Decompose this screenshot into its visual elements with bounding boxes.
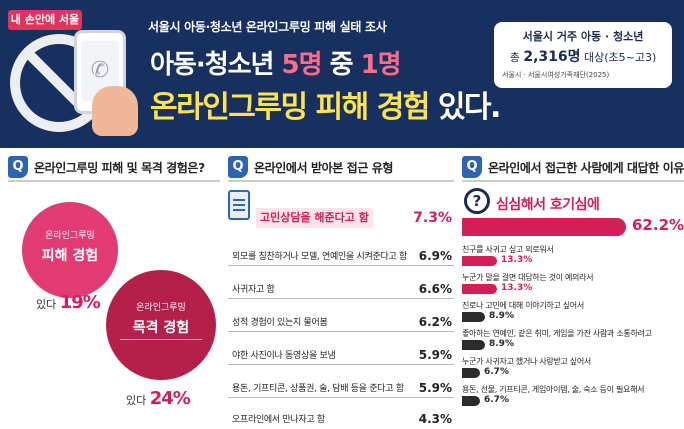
question-icon: Q: [228, 156, 248, 178]
section-divider: [8, 180, 220, 182]
victim-value: 19%: [59, 292, 101, 313]
reason-label: 진로나 고민에 대해 이야기하고 싶어서: [462, 301, 584, 310]
witness-percentage: 있다 24%: [126, 388, 191, 409]
question-icon: Q: [462, 156, 482, 178]
reason-row: 용돈, 선물, 기프티콘, 게임아이템, 술, 숙소 등이 필요해서 6.7%: [462, 384, 684, 410]
headline-prefix: 아동·청소년: [150, 50, 274, 80]
approach-label: 용돈, 기프티콘, 상품권, 술, 담배 등을 준다고 함: [232, 384, 404, 394]
witness-value: 24%: [149, 388, 191, 409]
approach-label: 야한 사진이나 동영상을 보냄: [232, 351, 336, 361]
section-title: 온라인에서 접근한 사람에게 대답한 이유: [488, 161, 684, 175]
reason-row: 친구를 사귀고 싶고 외로워서 13.3%: [462, 244, 684, 270]
approach-row: 성적 경험이 있는지 물어봄 6.2%: [228, 310, 454, 332]
reason-label: 좋아하는 연예인, 같은 취미, 게임을 가진 사람과 소통하려고: [462, 329, 652, 338]
approach-label: 오프라인에서 만나자고 함: [232, 415, 325, 425]
reason-top-bar: [462, 218, 626, 236]
approach-top-value: 7.3%: [413, 210, 452, 226]
approach-label: 외모를 칭찬하거나 모델, 연예인을 시켜준다고 함: [232, 252, 407, 262]
sample-prefix: 총: [509, 51, 524, 64]
reason-bar: [462, 312, 485, 322]
reason-row: 누군가 사귀자고 했거나 사랑받고 싶어서 6.7%: [462, 356, 684, 382]
witness-circle-label: 목격 경험: [120, 317, 202, 340]
headline-highlight-count: 5명: [281, 50, 323, 80]
survey-info-box: 서울시 거주 아동 · 청소년 총 2,316명 대상(초5~고3) 서울시 ·…: [494, 22, 672, 88]
approach-value: 5.9%: [418, 381, 452, 395]
reason-row: 좋아하는 연예인, 같은 취미, 게임을 가진 사람과 소통하려고 8.9%: [462, 328, 684, 354]
survey-sample: 총 2,316명 대상(초5~고3): [502, 46, 664, 66]
reason-label: 누군가 말을 걸면 대답하는 것이 예의라서: [462, 273, 594, 282]
witness-circle: 온라인그루밍 목격 경험: [106, 270, 216, 380]
victim-circle: 온라인그루밍 피해 경험: [22, 202, 118, 298]
approach-top-item: 고민상담을 해준다고 함 7.3%: [256, 208, 452, 228]
header-banner: 내 손안에 서울 ✆ 서울시 아동·청소년 온라인그루밍 피해 실태 조사 아동…: [0, 0, 684, 148]
reason-row: 진로나 고민에 대해 이야기하고 싶어서 8.9%: [462, 300, 684, 326]
question-icon: Q: [8, 156, 28, 178]
reason-bar: [462, 396, 480, 406]
brand-badge: 내 손안에 서울: [8, 10, 82, 30]
reason-top-label: 심심해서 호기심에: [496, 197, 600, 213]
victim-percentage: 있다 19%: [36, 292, 101, 313]
approach-value: 6.2%: [418, 315, 452, 329]
survey-target: 서울시 거주 아동 · 청소년: [522, 30, 644, 43]
approach-label: 사귀자고 함: [232, 285, 275, 295]
section-divider: [228, 180, 454, 182]
headline-highlight-one: 1명: [360, 50, 402, 80]
victim-prefix: 있다: [36, 298, 60, 311]
reason-top-value: 62.2%: [632, 216, 684, 234]
reason-bar: [462, 256, 497, 266]
approach-label: 성적 경험이 있는지 물어봄: [232, 318, 328, 328]
question-bubble-icon: ?: [464, 188, 490, 214]
approach-value: 4.3%: [418, 412, 452, 426]
headline-connector: 중: [321, 50, 361, 80]
victim-circle-small: 온라인그루밍: [45, 231, 95, 241]
approach-row: 야한 사진이나 동영상을 보냄 5.9%: [228, 343, 454, 365]
experience-panel: 온라인그루밍 피해 경험 있다 19% 온라인그루밍 목격 경험 있다 24%: [8, 188, 220, 429]
banner-headline-2: 온라인그루밍 피해 경험 있다.: [150, 82, 502, 126]
section-header-approach: Q 온라인에서 받아본 접근 유형: [228, 156, 454, 182]
approach-row: 사귀자고 함 6.6%: [228, 277, 454, 299]
section-divider: [462, 180, 684, 182]
reason-label: 친구를 사귀고 싶고 외로워서: [462, 245, 554, 254]
sample-count: 2,316명: [523, 49, 581, 65]
headline2-main: 온라인그루밍 피해 경험: [150, 90, 430, 125]
approach-top-label: 고민상담을 해준다고 함: [256, 208, 373, 228]
reason-bar: [462, 284, 497, 294]
sample-suffix: 대상(초5~고3): [580, 51, 657, 64]
section-header-reasons: Q 온라인에서 접근한 사람에게 대답한 이유: [462, 156, 684, 182]
approach-row: 오프라인에서 만나자고 함 4.3%: [228, 406, 454, 428]
reason-bar: [462, 340, 485, 350]
reason-bar: [462, 368, 480, 378]
reason-value: 13.3%: [501, 283, 533, 293]
witness-circle-small: 온라인그루밍: [136, 303, 186, 313]
banner-headline: 아동·청소년 5명 중 1명: [150, 44, 402, 81]
section-header-experience: Q 온라인그루밍 피해 및 목격 경험은?: [8, 156, 220, 182]
approach-value: 6.9%: [418, 249, 452, 263]
reason-value: 8.9%: [489, 311, 514, 321]
survey-source: 서울시 · 서울시여성가족재단(2025): [502, 71, 610, 79]
banner-subtitle: 서울시 아동·청소년 온라인그루밍 피해 실태 조사: [148, 20, 387, 34]
document-icon: [228, 190, 250, 220]
approach-row: 용돈, 기프티콘, 상품권, 술, 담배 등을 준다고 함 5.9%: [228, 376, 454, 398]
reason-value: 6.7%: [484, 367, 509, 377]
reason-label: 누군가 사귀자고 했거나 사랑받고 싶어서: [462, 357, 591, 366]
approach-value: 6.6%: [418, 282, 452, 296]
section-title: 온라인그루밍 피해 및 목격 경험은?: [34, 161, 205, 175]
headline2-end: 있다.: [428, 90, 502, 125]
witness-prefix: 있다: [126, 394, 150, 407]
approach-row: 외모를 칭찬하거나 모델, 연예인을 시켜준다고 함 6.9%: [228, 244, 454, 266]
victim-circle-label: 피해 경험: [41, 248, 99, 264]
section-title: 온라인에서 받아본 접근 유형: [254, 161, 394, 175]
reason-value: 8.9%: [489, 339, 514, 349]
reason-label: 용돈, 선물, 기프티콘, 게임아이템, 술, 숙소 등이 필요해서: [462, 385, 645, 394]
reason-value: 13.3%: [501, 255, 533, 265]
reason-row: 누군가 말을 걸면 대답하는 것이 예의라서 13.3%: [462, 272, 684, 298]
hand-icon: [92, 86, 138, 136]
reason-value: 6.7%: [484, 395, 509, 405]
approach-value: 5.9%: [418, 348, 452, 362]
